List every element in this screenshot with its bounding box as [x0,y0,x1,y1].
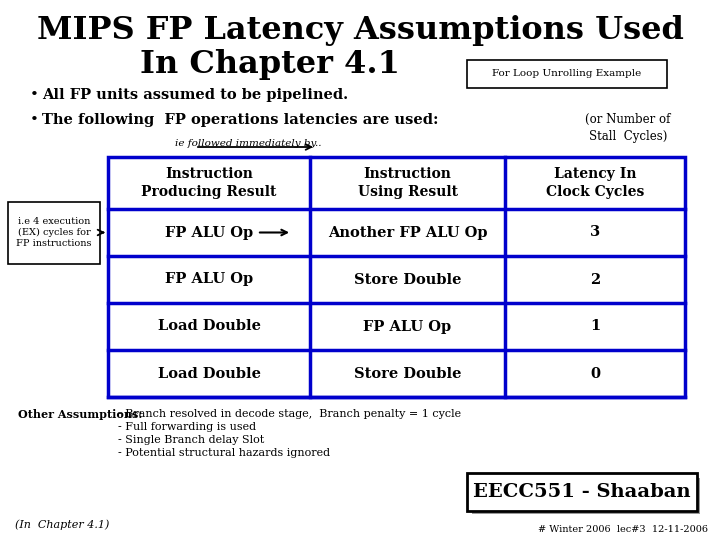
Text: - Potential structural hazards ignored: - Potential structural hazards ignored [118,448,330,458]
Text: Another FP ALU Op: Another FP ALU Op [328,226,487,240]
Text: - Branch resolved in decode stage,  Branch penalty = 1 cycle: - Branch resolved in decode stage, Branc… [118,409,461,419]
FancyBboxPatch shape [472,478,700,514]
Text: Load Double: Load Double [158,367,261,381]
Text: - Full forwarding is used: - Full forwarding is used [118,422,256,432]
FancyBboxPatch shape [8,201,100,264]
Text: EECC551 - Shaaban: EECC551 - Shaaban [473,483,690,501]
FancyBboxPatch shape [108,157,685,397]
Text: FP ALU Op: FP ALU Op [165,226,253,240]
Text: MIPS FP Latency Assumptions Used: MIPS FP Latency Assumptions Used [37,15,683,45]
Text: ie followed immediately by..: ie followed immediately by.. [175,138,321,147]
Text: Load Double: Load Double [158,320,261,334]
Text: FP ALU Op: FP ALU Op [364,320,451,334]
Text: (or Number of
Stall  Cycles): (or Number of Stall Cycles) [585,113,671,143]
Text: 1: 1 [590,320,600,334]
Text: For Loop Unrolling Example: For Loop Unrolling Example [492,70,642,78]
Text: All FP units assumed to be pipelined.: All FP units assumed to be pipelined. [42,88,348,102]
Text: Instruction
Producing Result: Instruction Producing Result [141,167,276,199]
Text: Latency In
Clock Cycles: Latency In Clock Cycles [546,167,644,199]
Text: Instruction
Using Result: Instruction Using Result [358,167,457,199]
Text: 3: 3 [590,226,600,240]
Text: i.e 4 execution
(EX) cycles for
FP instructions: i.e 4 execution (EX) cycles for FP instr… [17,217,91,248]
Text: # Winter 2006  lec#3  12-11-2006: # Winter 2006 lec#3 12-11-2006 [538,525,708,534]
FancyBboxPatch shape [467,60,667,88]
Text: 2: 2 [590,273,600,287]
Text: •: • [30,88,39,102]
Text: (In  Chapter 4.1): (In Chapter 4.1) [15,519,109,530]
Text: - Single Branch delay Slot: - Single Branch delay Slot [118,435,264,445]
Text: The following  FP operations latencies are used:: The following FP operations latencies ar… [42,113,438,127]
Text: Store Double: Store Double [354,367,462,381]
Text: Store Double: Store Double [354,273,462,287]
Text: •: • [30,113,39,127]
FancyBboxPatch shape [467,473,697,511]
Text: Other Assumptions:: Other Assumptions: [18,409,143,420]
Text: 0: 0 [590,367,600,381]
Text: FP ALU Op: FP ALU Op [165,273,253,287]
Text: In Chapter 4.1: In Chapter 4.1 [140,50,400,80]
